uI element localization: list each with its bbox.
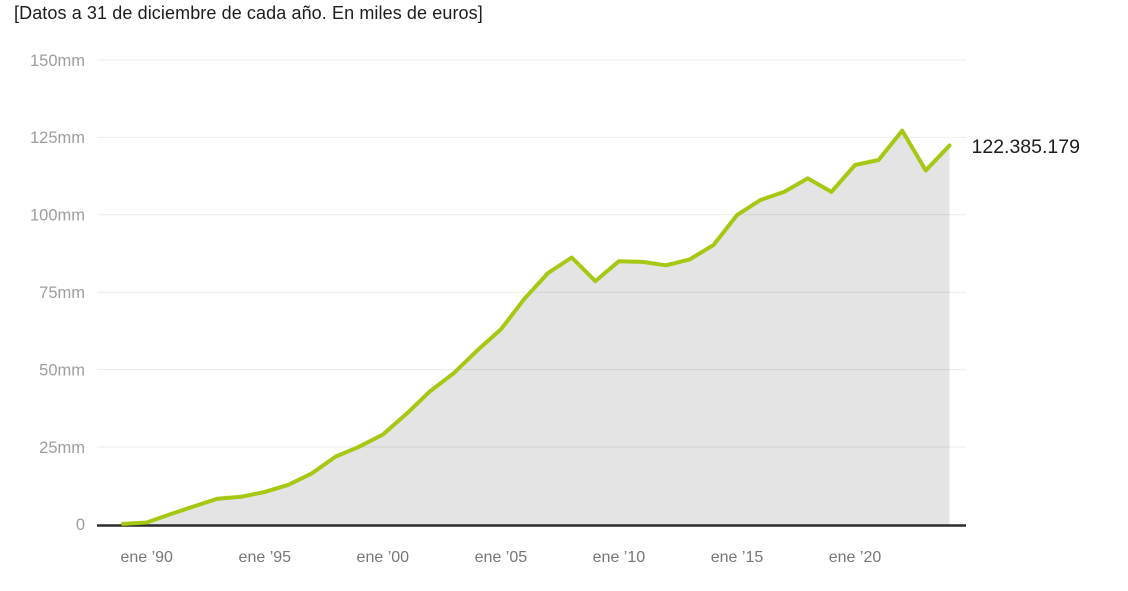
series-area <box>123 130 950 525</box>
y-tick-label: 50mm <box>39 361 85 379</box>
x-tick-label: ene ’90 <box>120 549 173 566</box>
y-tick-label: 100mm <box>30 207 85 225</box>
y-tick-label: 150mm <box>30 52 85 70</box>
x-tick-label: ene ’15 <box>711 549 764 566</box>
chart-subtitle: [Datos a 31 de diciembre de cada año. En… <box>14 3 483 23</box>
x-tick-label: ene ’00 <box>357 549 410 566</box>
end-value-label: 122.385.179 <box>972 136 1080 158</box>
y-tick-label: 0 <box>76 516 85 534</box>
x-tick-label: ene ’05 <box>475 549 528 566</box>
x-tick-label: ene ’95 <box>239 549 292 566</box>
y-tick-label: 25mm <box>39 439 85 457</box>
x-tick-label: ene ’10 <box>593 549 646 566</box>
y-tick-label: 125mm <box>30 129 85 147</box>
x-tick-label: ene ’20 <box>829 549 882 566</box>
y-tick-label: 75mm <box>39 284 85 302</box>
series-line <box>121 128 952 526</box>
